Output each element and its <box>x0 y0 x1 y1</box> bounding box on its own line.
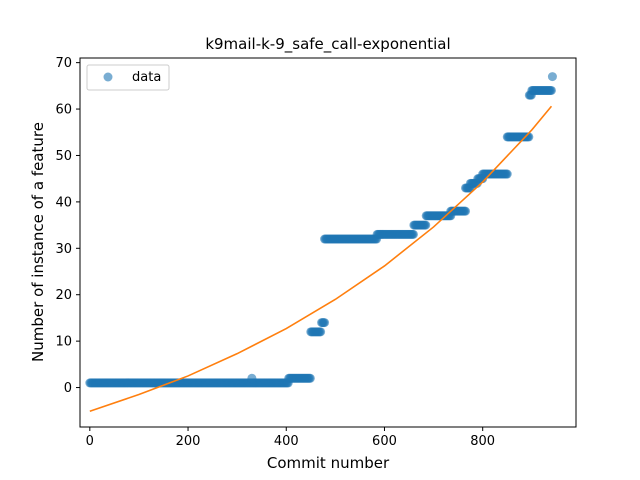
y-tick-label: 70 <box>55 56 72 71</box>
plot-area <box>85 72 557 412</box>
x-tick-label: 600 <box>372 434 397 449</box>
data-point <box>305 373 315 383</box>
chart-title: k9mail-k-9_safe_call-exponential <box>205 35 450 54</box>
plot-frame <box>79 57 577 428</box>
data-point <box>421 220 431 230</box>
y-axis: 0 10 20 30 40 50 60 70 <box>55 56 80 396</box>
data-point <box>408 229 418 239</box>
y-axis-label: Number of instance of a feature <box>29 122 47 362</box>
data-point <box>247 373 257 383</box>
legend: data <box>86 64 170 91</box>
x-tick-label: 0 <box>86 434 94 449</box>
legend-box <box>86 64 170 91</box>
y-tick-label: 60 <box>55 103 72 118</box>
y-tick-label: 10 <box>55 335 72 350</box>
fit-line <box>89 105 553 412</box>
y-tick-label: 50 <box>55 149 72 164</box>
x-axis-label: Commit number <box>267 454 390 472</box>
x-tick-label: 400 <box>274 434 299 449</box>
legend-marker <box>103 72 113 82</box>
legend-entry: data <box>132 70 161 85</box>
data-point <box>461 206 471 216</box>
x-axis: 0 200 400 600 800 <box>86 427 495 449</box>
data-point <box>547 72 557 82</box>
data-point <box>320 318 330 328</box>
x-tick-label: 800 <box>470 434 495 449</box>
data-point <box>502 169 512 179</box>
x-tick-label: 200 <box>176 434 201 449</box>
y-tick-label: 40 <box>55 195 72 210</box>
y-tick-label: 0 <box>64 381 72 396</box>
data-point <box>316 327 326 337</box>
y-tick-label: 30 <box>55 242 72 257</box>
y-tick-label: 20 <box>55 288 72 303</box>
data-point <box>546 85 556 95</box>
